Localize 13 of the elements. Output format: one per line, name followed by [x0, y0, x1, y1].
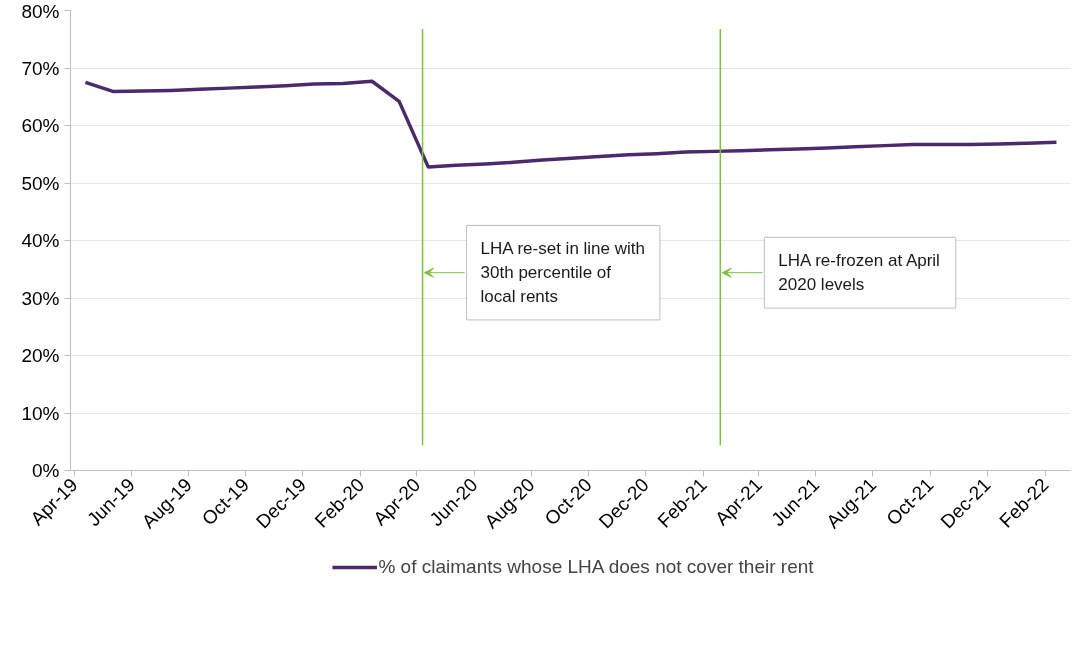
ref-line-label: LHA re-set in line with 30th percentile of local rents — [480, 239, 645, 306]
y-tick-label: 10% — [21, 402, 60, 424]
ref-line-label: LHA re-frozen at April 2020 levels — [778, 251, 940, 295]
y-tick-label: 50% — [21, 172, 60, 194]
y-tick-label: 60% — [21, 115, 60, 136]
y-tick-label: 40% — [21, 230, 60, 251]
legend-label: % of claimants whose LHA does not cover their rent — [378, 556, 814, 578]
y-tick-label: 80% — [21, 0, 60, 22]
y-tick-label: 0% — [32, 460, 60, 481]
y-tick-label: 70% — [21, 57, 60, 79]
y-tick-label: 20% — [21, 345, 60, 366]
line-series — [83, 79, 1059, 169]
y-tick-label: 30% — [21, 287, 60, 309]
